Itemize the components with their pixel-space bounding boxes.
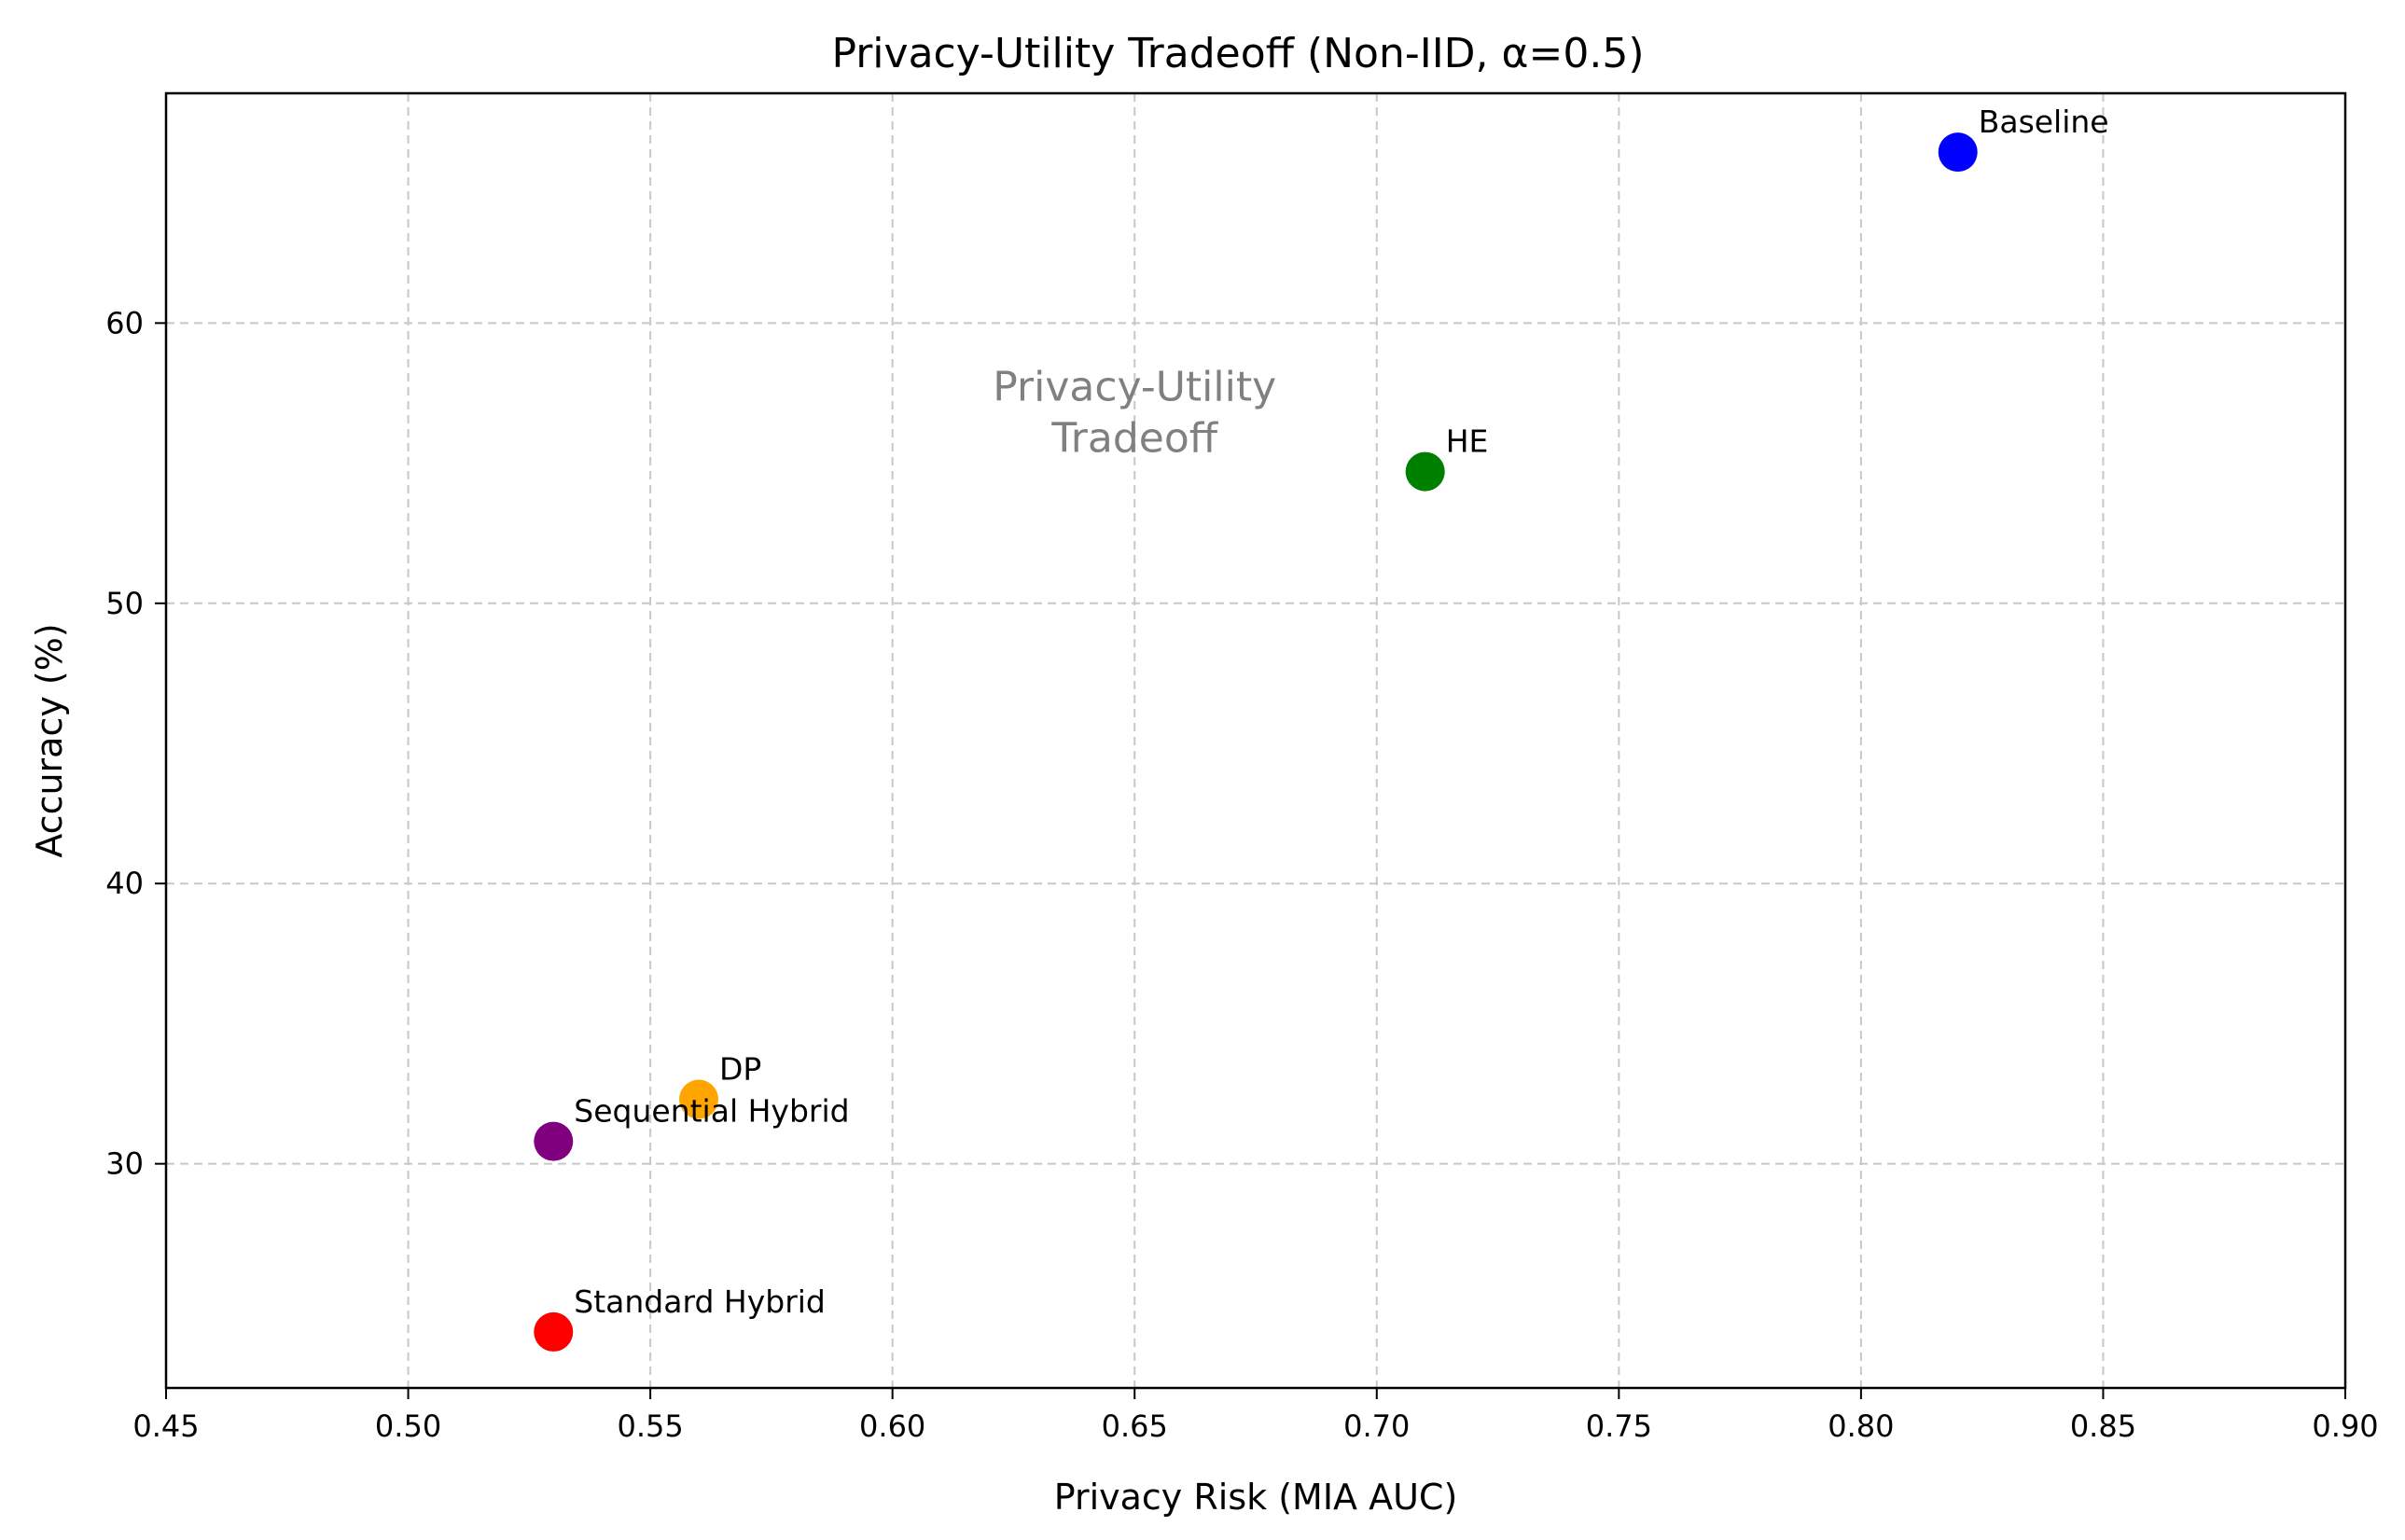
data-points: Baseline HE DP Sequential Hybrid Standard Hy… [534,104,2109,1352]
point-label-dp: DP [719,1051,761,1088]
x-tick-label: 0.55 [617,1408,683,1444]
point-baseline [1938,132,1978,173]
point-label-he: HE [1446,423,1489,460]
annotation-text-line: Privacy-Utility [993,364,1276,411]
point-standard-hybrid [534,1311,574,1352]
y-tick-label: 30 [105,1146,144,1182]
point-label-baseline: Baseline [1979,104,2109,140]
point-he [1405,451,1445,492]
x-tick-label: 0.75 [1586,1408,1652,1444]
x-tick-label: 0.70 [1343,1408,1410,1444]
x-tick-label: 0.45 [132,1408,199,1444]
x-tick-label: 0.50 [375,1408,441,1444]
x-tick-label: 0.80 [1828,1408,1894,1444]
point-sequential-hybrid [534,1121,574,1161]
y-axis-label: Accuracy (%) [29,623,70,857]
point-dp [679,1079,719,1119]
x-tick-label: 0.85 [2070,1408,2136,1444]
axes-frame [164,91,2347,1390]
y-tick-label: 60 [105,305,144,340]
chart-title: Privacy-Utility Tradeoff (Non-IID, α=0.5… [831,30,1644,77]
x-tick-label: 0.90 [2312,1408,2378,1444]
point-label-sequential-hybrid: Sequential Hybrid [574,1093,849,1130]
point-label-standard-hybrid: Standard Hybrid [574,1283,826,1320]
annotation-text-line: Tradeoff [1050,415,1218,463]
x-tick-label: 0.65 [1102,1408,1168,1444]
x-axis-label: Privacy Risk (MIA AUC) [1054,1477,1458,1518]
x-tick-label: 0.60 [859,1408,925,1444]
axis-ticks: 0.45 0.50 0.55 0.60 0.65 0.70 0.75 0.80 0.85 0.90… [105,305,2378,1444]
grid-lines [166,93,2345,1388]
y-tick-label: 40 [105,866,144,901]
y-tick-label: 50 [105,586,144,621]
